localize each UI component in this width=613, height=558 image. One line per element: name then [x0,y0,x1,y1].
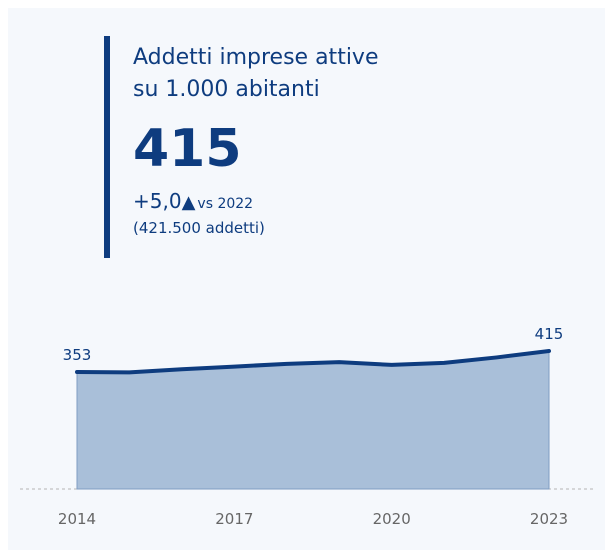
kpi-value: 415 [133,119,242,179]
kpi-delta: +5,0▲ vs 2022 [133,188,378,217]
x-tick-label: 2014 [58,510,96,528]
kpi-title: Addetti imprese attive su 1.000 abitanti [133,45,379,102]
series-line [75,349,551,375]
delta-value: +5,0 [133,189,182,213]
data-label: 353 [63,346,92,364]
x-tick-label: 2020 [373,510,411,528]
data-label: 415 [535,325,564,343]
kpi-note: (421.500 addetti) [133,219,265,237]
kpi-headline: Addetti imprese attive su 1.000 abitanti… [133,42,378,239]
accent-bar [104,36,110,258]
x-tick-label: 2017 [215,510,253,528]
x-tick-label: 2023 [530,510,568,528]
delta-comparison: vs 2022 [197,196,254,212]
up-arrow-icon: ▲ [181,192,196,213]
